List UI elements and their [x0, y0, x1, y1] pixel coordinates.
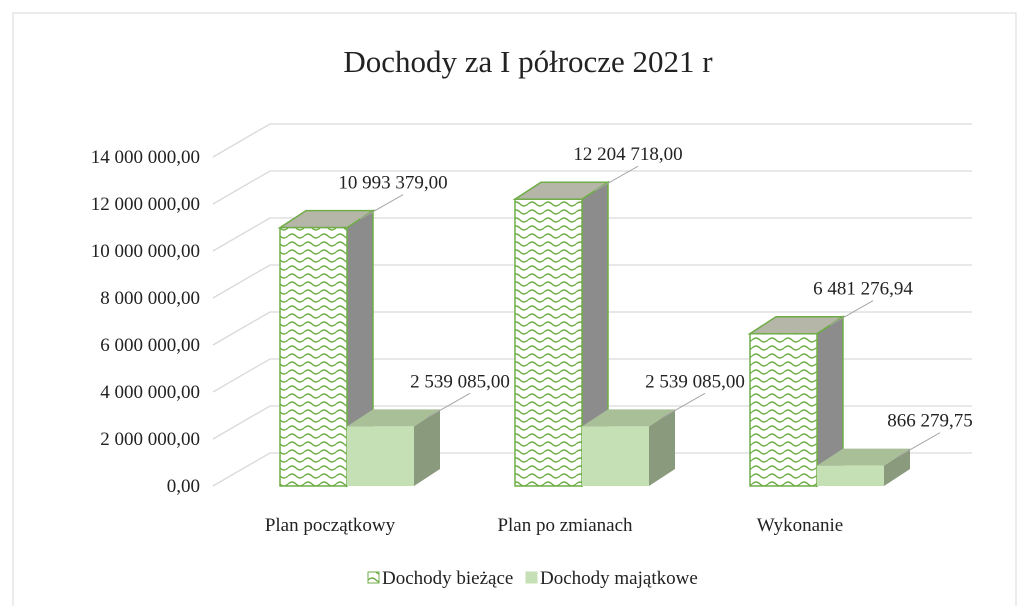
bar	[817, 448, 910, 486]
leader-line	[896, 432, 941, 458]
value-label: 2 539 085,00	[410, 371, 510, 392]
grid-line	[212, 405, 972, 440]
grid-line	[212, 170, 972, 205]
bar-front	[279, 226, 348, 487]
bar-top	[582, 409, 675, 427]
y-tick-label: 12 000 000,00	[91, 194, 200, 215]
y-tick-label: 0,00	[167, 476, 200, 497]
bar-side	[884, 448, 910, 486]
bar	[582, 409, 675, 486]
bar-top	[817, 448, 910, 466]
value-label: 2 539 085,00	[645, 371, 745, 392]
legend-swatch	[525, 571, 538, 584]
bar-top	[347, 409, 440, 427]
bar-front	[514, 198, 583, 487]
y-tick-label: 14 000 000,00	[91, 147, 200, 168]
y-tick-label: 4 000 000,00	[100, 382, 200, 403]
grid-line	[212, 311, 972, 346]
leader-line	[661, 392, 706, 419]
value-label: 10 993 379,00	[338, 173, 447, 194]
y-tick-label: 2 000 000,00	[100, 429, 200, 450]
grid-line	[212, 452, 972, 487]
x-tick-label: Plan początkowy	[265, 515, 396, 536]
y-tick-label: 6 000 000,00	[100, 335, 200, 356]
bar-front	[817, 465, 884, 486]
grid-line	[212, 358, 972, 393]
legend-label: Dochody majątkowe	[540, 568, 698, 589]
grid-line	[212, 264, 972, 299]
value-label: 12 204 718,00	[573, 144, 682, 165]
bar-side	[414, 409, 440, 486]
legend-label: Dochody bieżące	[382, 568, 513, 589]
y-tick-label: 8 000 000,00	[100, 288, 200, 309]
grid-line	[212, 217, 972, 252]
bar-front	[582, 426, 649, 486]
y-tick-label: 10 000 000,00	[91, 241, 200, 262]
bar	[747, 315, 846, 488]
bar-front	[347, 426, 414, 486]
leader-line	[829, 300, 874, 326]
value-label: 6 481 276,94	[813, 279, 913, 300]
bar-side	[649, 409, 675, 486]
bar-front	[749, 332, 818, 487]
leader-line	[426, 392, 471, 419]
leader-line	[359, 194, 404, 220]
chart-title: Dochody za I półrocze 2021 r	[343, 44, 713, 79]
bar	[347, 409, 440, 486]
value-label: 866 279,75	[887, 411, 973, 432]
bar	[512, 180, 611, 488]
grid-line	[212, 123, 972, 158]
x-tick-label: Plan po zmianach	[497, 515, 633, 536]
leader-line	[594, 165, 639, 192]
x-tick-label: Wykonanie	[757, 515, 843, 536]
legend-swatch	[367, 571, 380, 584]
